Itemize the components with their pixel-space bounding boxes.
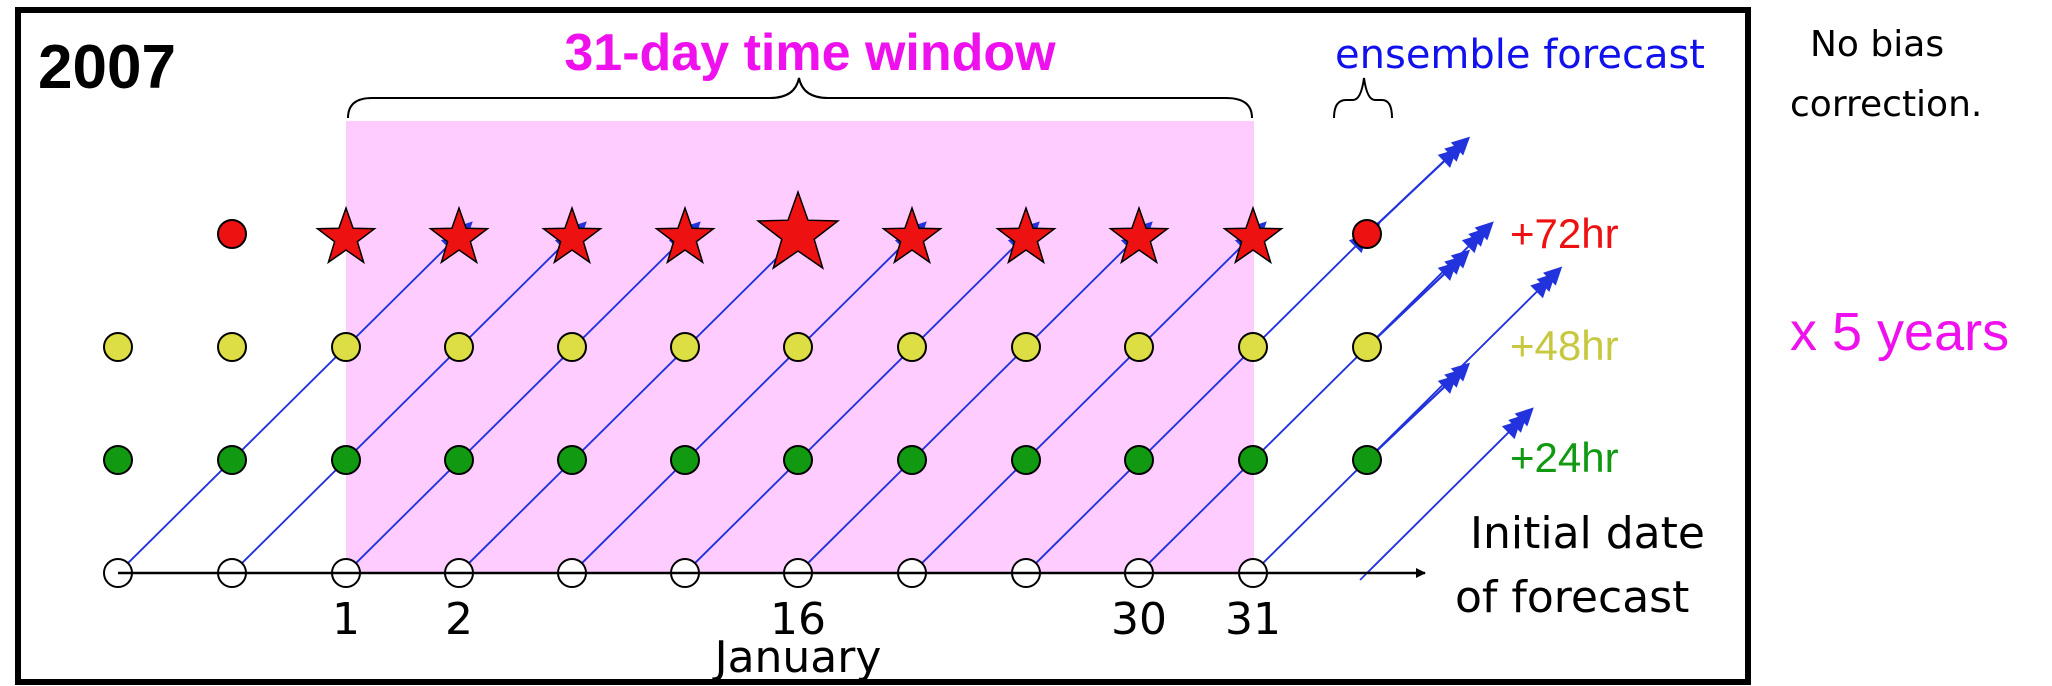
- lead-time-24hr-label: +24hr: [1510, 434, 1619, 481]
- lead-24hr-dot: [331, 445, 361, 475]
- lead-72hr-star: [428, 205, 490, 265]
- note-line1: No bias: [1810, 24, 1944, 65]
- month-label: January: [712, 632, 882, 683]
- window-title: 31-day time window: [564, 24, 1056, 82]
- ensemble-continuation-arrowhead: [1450, 362, 1471, 382]
- lead-72hr-star: [1108, 205, 1170, 265]
- ensemble-continuation-arrowhead: [1450, 249, 1471, 269]
- day-label-30: 30: [1111, 594, 1167, 645]
- lead-48hr-dot: [1352, 332, 1382, 362]
- lead-24hr-dot: [444, 445, 474, 475]
- axis-label-line2: of forecast: [1455, 572, 1689, 623]
- forecast-trajectory-line: [124, 226, 468, 567]
- forecast-trajectory-line: [804, 226, 1148, 567]
- ensemble-forecast-label: ensemble forecast: [1335, 32, 1705, 78]
- lead-24hr-dot: [670, 445, 700, 475]
- forecast-trajectory-line: [1032, 226, 1376, 567]
- lead-48hr-dot: [897, 332, 927, 362]
- lead-48hr-dot: [444, 332, 474, 362]
- lead-24hr-dot: [783, 445, 813, 475]
- lead-48hr-dot: [670, 332, 700, 362]
- forecast-arrowhead: [1474, 221, 1494, 241]
- ensemble-brace: [1333, 77, 1393, 119]
- lead-48hr-dot: [331, 332, 361, 362]
- day-label-31: 31: [1225, 594, 1281, 645]
- lead-72hr-dot: [1352, 219, 1382, 249]
- lead-24hr-dot: [217, 445, 247, 475]
- forecast-trajectory-line: [691, 226, 1035, 567]
- lead-24hr-dot: [1011, 445, 1041, 475]
- lead-48hr-dot: [103, 332, 133, 362]
- lead-72hr-star: [315, 205, 377, 265]
- forecast-trajectory-line: [352, 226, 696, 567]
- lead-time-48hr-label: +48hr: [1510, 322, 1619, 369]
- forecast-trajectory-line: [1373, 412, 1529, 567]
- lead-72hr-dot: [217, 219, 247, 249]
- lead-time-72hr-label: +72hr: [1510, 210, 1619, 257]
- axis-label-line1: Initial date: [1470, 508, 1705, 559]
- forecast-trajectory-line: [238, 226, 582, 567]
- lead-48hr-dot: [1011, 332, 1041, 362]
- forecast-arrowhead: [1543, 266, 1563, 286]
- lead-72hr-star: [881, 205, 943, 265]
- lead-24hr-dot: [1238, 445, 1268, 475]
- lead-24hr-dot: [1352, 445, 1382, 475]
- lead-48hr-dot: [1238, 332, 1268, 362]
- day-label-1: 1: [332, 594, 360, 645]
- ensemble-continuation-arrowhead: [1450, 136, 1471, 156]
- lead-48hr-dot: [557, 332, 587, 362]
- day-label-16: 16: [770, 594, 826, 645]
- forecast-trajectory-line: [1259, 271, 1557, 567]
- lead-72hr-star: [755, 189, 841, 270]
- lead-24hr-dot: [897, 445, 927, 475]
- window-brace: [347, 77, 1253, 119]
- forecast-trajectory-line: [578, 226, 922, 567]
- lead-72hr-star: [654, 205, 716, 265]
- multiplier-label: x 5 years: [1790, 302, 2009, 362]
- day-label-2: 2: [445, 594, 473, 645]
- forecast-trajectory-line: [465, 226, 809, 567]
- lead-72hr-star: [541, 205, 603, 265]
- lead-24hr-dot: [1124, 445, 1154, 475]
- lead-24hr-dot: [557, 445, 587, 475]
- note-line2: correction.: [1790, 84, 1982, 125]
- year-label: 2007: [38, 33, 176, 102]
- lead-24hr-dot: [103, 445, 133, 475]
- lead-72hr-star: [1222, 205, 1284, 265]
- lead-48hr-dot: [217, 332, 247, 362]
- lead-48hr-dot: [783, 332, 813, 362]
- lead-72hr-star: [995, 205, 1057, 265]
- lead-48hr-dot: [1124, 332, 1154, 362]
- forecast-trajectory-line: [1145, 226, 1489, 567]
- forecast-arrowhead: [1514, 407, 1534, 427]
- forecast-trajectory-line: [918, 226, 1262, 567]
